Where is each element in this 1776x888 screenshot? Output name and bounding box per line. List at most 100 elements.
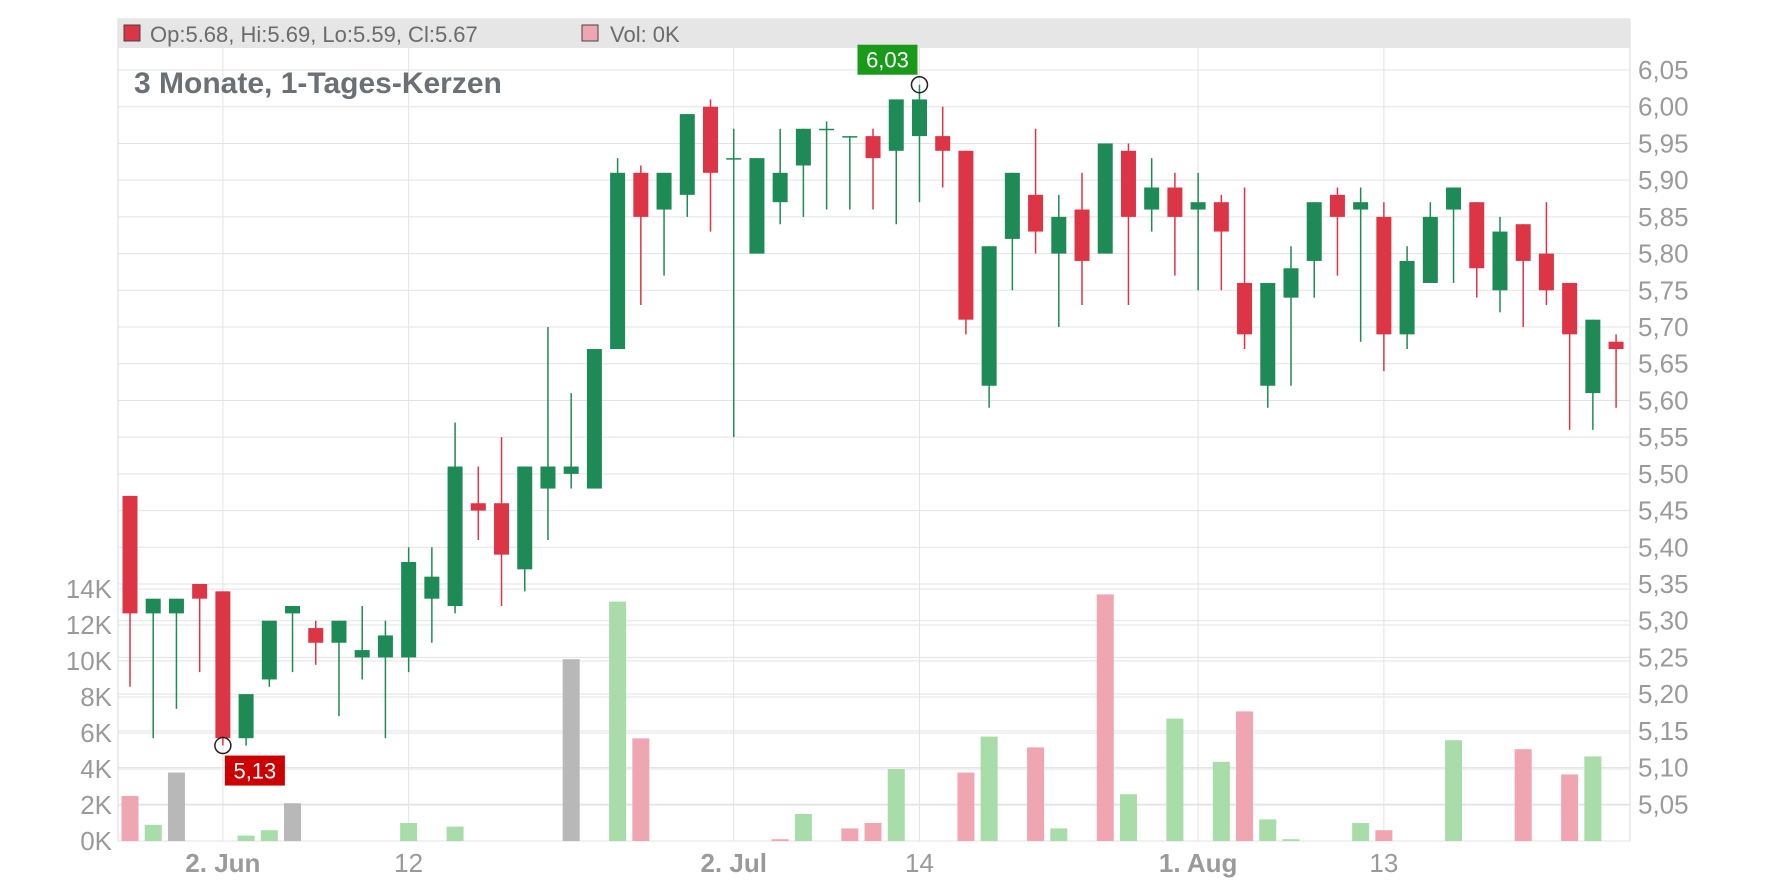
legend-volume-swatch — [581, 24, 599, 42]
candle-body — [540, 466, 556, 489]
candle-body — [1515, 224, 1531, 261]
volume-tick-label: 6K — [80, 718, 112, 748]
candle-body — [1260, 282, 1276, 386]
candle-body — [1120, 150, 1136, 217]
volume-bar — [1352, 823, 1370, 841]
price-tick-label: 5,50 — [1638, 459, 1689, 489]
candle-body — [935, 136, 951, 151]
candle-body — [911, 99, 927, 137]
candles — [122, 84, 1624, 746]
price-tick-label: 5,15 — [1638, 716, 1689, 746]
candle-body — [656, 172, 672, 210]
max-marker-label: 6,03 — [866, 48, 909, 73]
candle-body — [772, 172, 788, 203]
volume-bar — [284, 803, 302, 841]
x-tick-label: 2. Jul — [700, 848, 766, 878]
volume-bar — [1166, 718, 1184, 841]
volume-bar — [794, 814, 812, 841]
candle-body — [122, 495, 138, 614]
candle-body — [168, 598, 184, 614]
volume-bar — [957, 772, 975, 841]
candle-body — [470, 503, 486, 511]
volume-bar — [237, 835, 255, 841]
volume-bar — [1236, 711, 1254, 841]
legend-volume-label: Vol: 0K — [610, 22, 680, 47]
volume-bar — [446, 826, 464, 841]
candle-body — [819, 128, 835, 131]
volume-tick-label: 12K — [66, 610, 113, 640]
price-tick-label: 5,35 — [1638, 569, 1689, 599]
volume-tick-label: 2K — [80, 790, 112, 820]
x-tick-label: 2. Jun — [185, 848, 260, 878]
axes: 5,05 5,10 5,15 5,20 5,25 5,30 5,35 5,40 5,45 5,50… — [66, 55, 1689, 878]
candle-body — [726, 158, 742, 160]
candle-body — [261, 620, 277, 680]
volume-bar — [841, 828, 859, 841]
candle-body — [1446, 187, 1462, 210]
x-tick-label: 14 — [905, 848, 934, 878]
volume-bar — [1561, 774, 1579, 841]
candle-body — [1422, 216, 1438, 283]
x-tick-label: 12 — [394, 848, 423, 878]
candle-body — [563, 466, 579, 474]
volume-bar — [1282, 839, 1300, 841]
candle-body — [1376, 216, 1392, 335]
price-tick-label: 5,25 — [1638, 642, 1689, 672]
legend-ohlc-swatch — [123, 24, 141, 42]
volume-bar — [400, 823, 418, 841]
candle-body — [354, 650, 370, 658]
price-tick-label: 5,95 — [1638, 128, 1689, 158]
candle-body — [795, 128, 811, 166]
price-tick-label: 5,70 — [1638, 312, 1689, 342]
price-tick-label: 5,05 — [1638, 789, 1689, 819]
price-tick-label: 5,40 — [1638, 532, 1689, 562]
candle-body — [703, 106, 718, 173]
candle-body — [1167, 187, 1183, 217]
price-tick-label: 5,75 — [1638, 275, 1689, 305]
candle-body — [1051, 216, 1067, 254]
candle-body — [842, 136, 858, 138]
candle-body — [1144, 187, 1160, 210]
volume-bars — [121, 594, 1602, 841]
price-tick-label: 5,45 — [1638, 496, 1689, 526]
candle-body — [331, 620, 347, 643]
candle-body — [1004, 172, 1020, 239]
price-tick-label: 5,85 — [1638, 202, 1689, 232]
volume-bar — [1212, 761, 1230, 841]
price-tick-label: 5,60 — [1638, 385, 1689, 415]
price-tick-label: 6,00 — [1638, 92, 1689, 122]
price-tick-label: 6,05 — [1638, 55, 1689, 85]
candle-body — [1237, 282, 1253, 335]
max-marker-circle — [910, 75, 929, 94]
max-marker-box — [857, 44, 918, 75]
candle-body — [447, 466, 463, 607]
candle-body — [981, 246, 997, 386]
candle-body — [1097, 143, 1113, 254]
volume-bar — [609, 601, 627, 841]
price-tick-label: 5,10 — [1638, 753, 1689, 783]
volume-bar — [1050, 828, 1068, 841]
volume-bar — [1259, 819, 1277, 841]
candle-body — [238, 694, 254, 739]
volume-bar — [887, 769, 905, 841]
volume-bar — [1027, 747, 1045, 841]
candle-body — [633, 172, 649, 217]
candle-body — [679, 114, 695, 195]
volume-bar — [864, 823, 882, 841]
volume-bar — [1375, 830, 1393, 841]
candle-body — [586, 349, 602, 489]
candle-body — [1213, 202, 1229, 232]
volume-bar — [260, 830, 278, 841]
price-tick-label: 5,90 — [1638, 165, 1689, 195]
candle-body — [1399, 260, 1415, 335]
volume-tick-label: 0K — [80, 826, 112, 856]
candle-body — [610, 172, 626, 350]
candle-body — [1608, 341, 1624, 350]
volume-bar — [1584, 756, 1602, 841]
volume-tick-label: 4K — [80, 754, 112, 784]
candle-body — [958, 150, 974, 320]
candle-body — [888, 99, 904, 151]
volume-tick-label: 14K — [66, 574, 113, 604]
candle-body — [1585, 319, 1601, 394]
